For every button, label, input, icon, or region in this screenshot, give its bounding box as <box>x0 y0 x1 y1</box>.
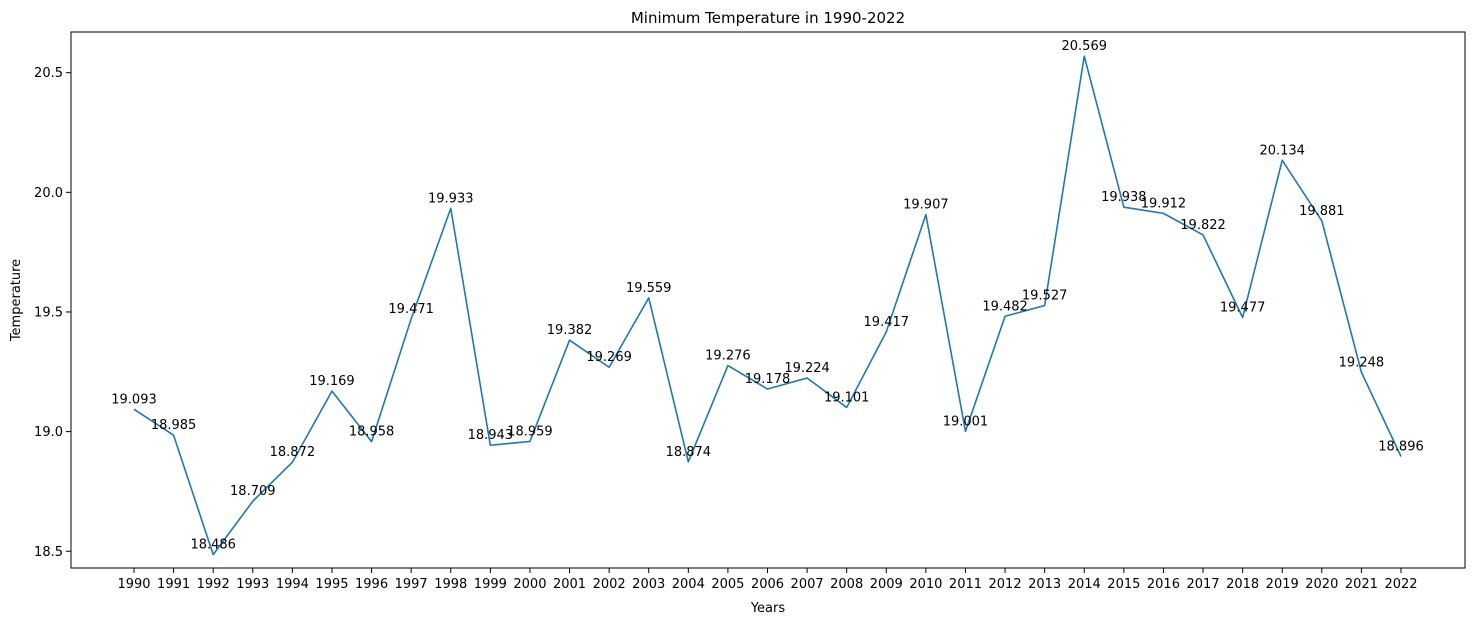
x-tick-label: 1990 <box>117 577 150 592</box>
x-tick-label: 1994 <box>276 577 309 592</box>
data-label: 20.134 <box>1259 143 1305 158</box>
x-tick-label: 2007 <box>791 577 824 592</box>
data-label: 18.486 <box>190 538 236 553</box>
data-label: 19.881 <box>1299 204 1345 219</box>
x-tick-label: 2000 <box>513 577 546 592</box>
x-tick-label: 2004 <box>672 577 705 592</box>
y-axis-label: Temperature <box>9 259 24 342</box>
data-label: 20.569 <box>1062 39 1108 54</box>
x-tick-label: 2002 <box>593 577 626 592</box>
data-label: 19.477 <box>1220 300 1266 315</box>
data-label: 19.933 <box>428 191 474 206</box>
data-label: 19.101 <box>824 390 870 405</box>
data-label: 18.959 <box>507 424 553 439</box>
x-tick-label: 2021 <box>1345 577 1378 592</box>
x-tick-label: 2014 <box>1068 577 1101 592</box>
y-tick-label: 20.0 <box>34 186 63 201</box>
x-tick-label: 2020 <box>1305 577 1338 592</box>
data-label: 18.872 <box>270 445 316 460</box>
x-tick-label: 2005 <box>711 577 744 592</box>
plot-area: 18.5 19.0 19.5 20.0 20.5 1990 1991 1992 1993 1994… <box>34 39 1424 592</box>
y-tick-label: 18.5 <box>34 545 63 560</box>
x-tick-label: 2015 <box>1107 577 1140 592</box>
x-tick-label: 2006 <box>751 577 784 592</box>
data-label: 19.822 <box>1180 218 1226 233</box>
data-label: 18.958 <box>349 425 395 440</box>
x-tick-label: 2010 <box>909 577 942 592</box>
x-tick-label: 2001 <box>553 577 586 592</box>
x-tick-label: 1996 <box>355 577 388 592</box>
x-tick-label: 1995 <box>315 577 348 592</box>
data-label: 19.382 <box>547 323 593 338</box>
x-tick-label: 2017 <box>1186 577 1219 592</box>
x-tick-label: 1993 <box>236 577 269 592</box>
data-label: 19.178 <box>745 372 791 387</box>
x-tick-label: 2003 <box>632 577 665 592</box>
x-axis-label: Years <box>750 601 786 616</box>
data-label: 19.276 <box>705 349 751 364</box>
x-tick-label: 1998 <box>434 577 467 592</box>
x-tick-label: 1997 <box>395 577 428 592</box>
y-tick-label: 19.0 <box>34 425 63 440</box>
data-label: 18.985 <box>151 418 197 433</box>
x-tick-label: 2011 <box>949 577 982 592</box>
data-label: 19.938 <box>1101 190 1147 205</box>
series-line <box>133 55 1402 556</box>
x-tick-label: 2016 <box>1147 577 1180 592</box>
data-label: 19.559 <box>626 281 672 296</box>
data-label: 19.001 <box>943 414 989 429</box>
data-label: 19.471 <box>388 302 434 317</box>
data-label: 19.482 <box>982 299 1028 314</box>
x-tick-label: 1991 <box>157 577 190 592</box>
x-tick-label: 2022 <box>1384 577 1417 592</box>
plot-frame <box>70 31 1466 569</box>
x-tick-label: 2018 <box>1226 577 1259 592</box>
x-tick-label: 1992 <box>197 577 230 592</box>
data-label: 19.527 <box>1022 289 1068 304</box>
x-tick-label: 2009 <box>870 577 903 592</box>
data-label: 18.874 <box>666 445 712 460</box>
x-tick-label: 2008 <box>830 577 863 592</box>
x-tick-label: 2019 <box>1266 577 1299 592</box>
data-label: 19.269 <box>586 350 632 365</box>
data-label: 18.943 <box>468 428 514 443</box>
data-label: 19.224 <box>784 361 830 376</box>
data-label: 19.169 <box>309 374 355 389</box>
data-label: 19.912 <box>1141 196 1187 211</box>
data-label: 19.248 <box>1339 355 1385 370</box>
x-tick-label: 1999 <box>474 577 507 592</box>
data-label: 19.093 <box>111 392 157 407</box>
data-label: 18.896 <box>1378 439 1424 454</box>
x-tick-label: 2012 <box>989 577 1022 592</box>
data-label: 18.709 <box>230 484 276 499</box>
chart-title: Minimum Temperature in 1990-2022 <box>631 9 905 27</box>
data-label: 19.417 <box>864 315 910 330</box>
x-tick-label: 2013 <box>1028 577 1061 592</box>
data-label: 19.907 <box>903 198 949 213</box>
y-tick-label: 20.5 <box>34 66 63 81</box>
y-tick-label: 19.5 <box>34 305 63 320</box>
